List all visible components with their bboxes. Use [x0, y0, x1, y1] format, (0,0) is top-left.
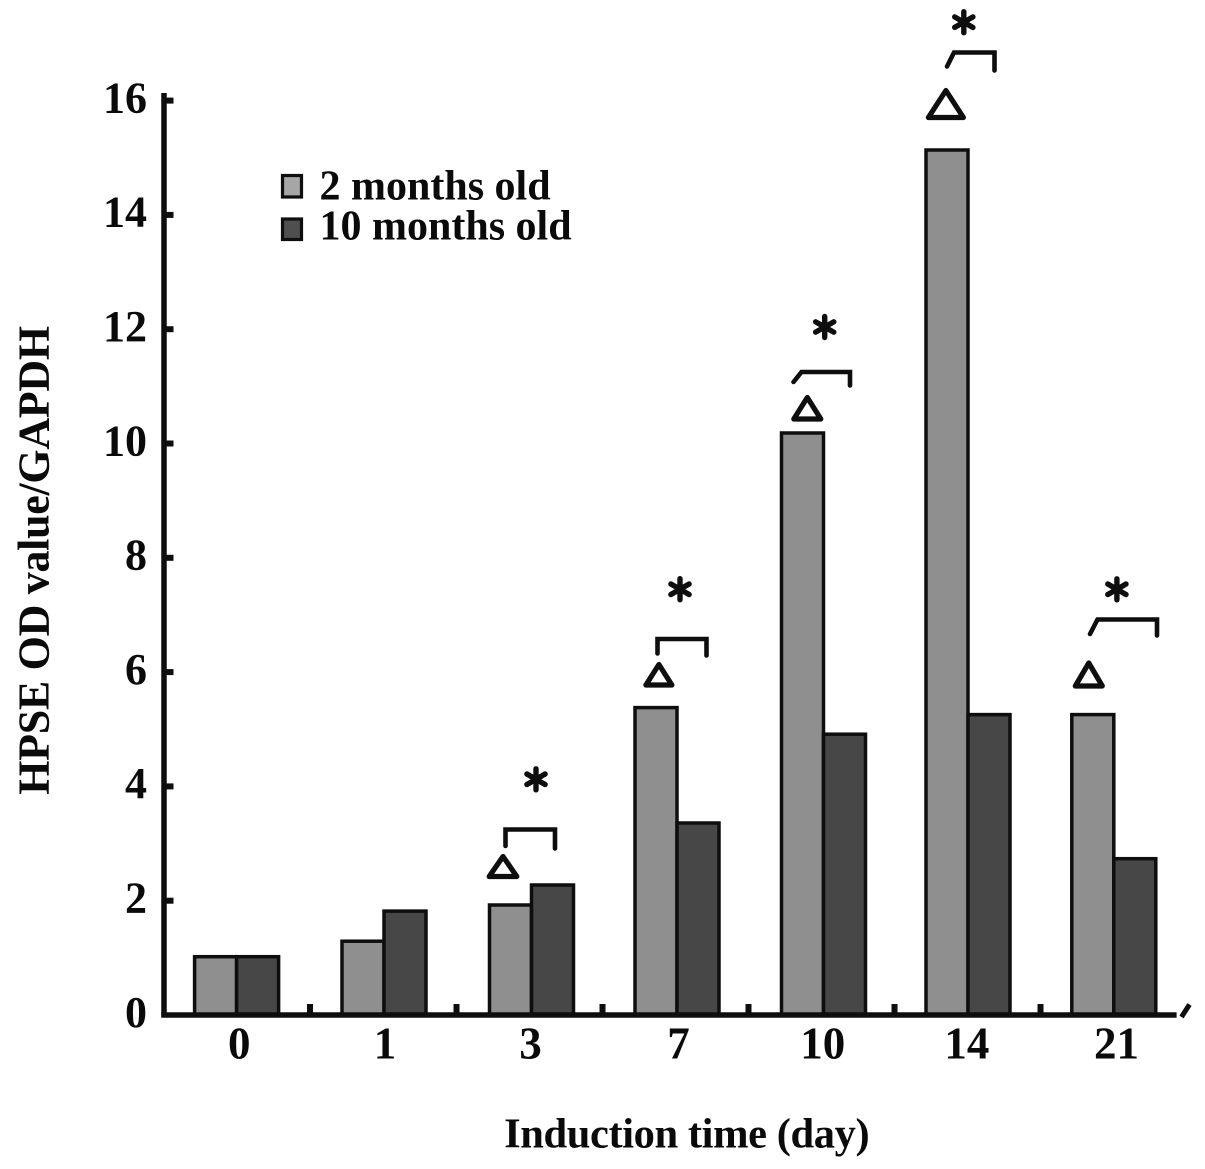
- svg-text:14: 14: [103, 188, 147, 237]
- svg-text:3: 3: [519, 1018, 542, 1068]
- svg-text:10: 10: [800, 1018, 845, 1068]
- svg-text:2: 2: [125, 874, 147, 923]
- svg-text:2 months old: 2 months old: [320, 163, 551, 209]
- svg-text:7: 7: [667, 1018, 690, 1068]
- svg-text:16: 16: [103, 73, 147, 122]
- svg-text:1: 1: [374, 1018, 397, 1068]
- svg-text:14: 14: [944, 1018, 989, 1068]
- svg-text:12: 12: [103, 302, 147, 351]
- svg-text:21: 21: [1094, 1018, 1139, 1068]
- svg-text:0: 0: [125, 988, 147, 1037]
- svg-text:10 months old: 10 months old: [320, 204, 572, 250]
- svg-text:Induction time (day): Induction time (day): [504, 1110, 869, 1157]
- svg-text:HPSE OD value/GAPDH: HPSE OD value/GAPDH: [10, 326, 59, 795]
- svg-text:0: 0: [228, 1018, 251, 1068]
- svg-text:8: 8: [125, 531, 147, 580]
- svg-text:4: 4: [125, 759, 147, 808]
- svg-text:6: 6: [125, 645, 147, 694]
- svg-text:10: 10: [103, 416, 147, 465]
